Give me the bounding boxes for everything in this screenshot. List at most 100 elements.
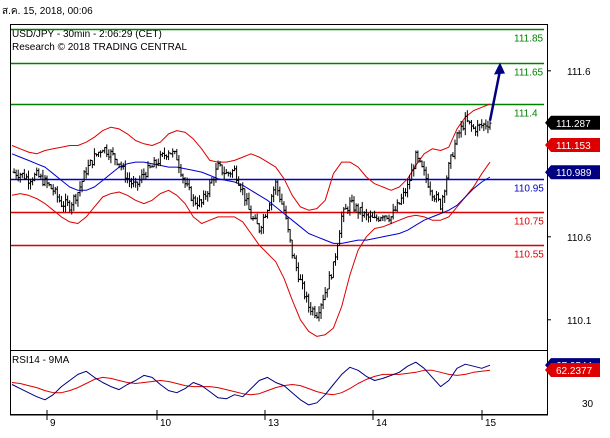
price-bar — [247, 192, 251, 211]
price-bar — [319, 303, 323, 319]
price-bar — [305, 291, 309, 303]
badge-label-bid-price: 111.153 — [556, 141, 591, 152]
price-bar — [459, 120, 463, 138]
price-bar — [301, 274, 305, 290]
price-bar — [92, 148, 96, 166]
price-bar — [66, 195, 70, 207]
price-bar — [255, 213, 259, 225]
price-bar — [243, 188, 247, 206]
indicator-lines — [11, 103, 491, 337]
price-bar — [292, 253, 296, 259]
price-bar — [257, 222, 261, 234]
price-bar — [78, 181, 82, 197]
price-bar — [136, 181, 140, 191]
price-bar — [410, 163, 414, 182]
badge-rsi-ma-value: 62.2377 — [545, 363, 600, 378]
price-bar — [422, 161, 426, 176]
price-bar — [401, 187, 405, 204]
price-bar — [177, 155, 181, 174]
price-bar — [375, 214, 379, 222]
price-bar — [366, 212, 370, 223]
time-tick-label: 10 — [160, 418, 172, 429]
price-bar — [441, 194, 445, 213]
level-lines: 111.85 111.65 111.4 110.95 110.75 110.55 — [11, 28, 544, 261]
price-bar — [288, 229, 292, 243]
price-bar — [336, 243, 340, 261]
price-bar — [457, 130, 461, 139]
price-bar — [228, 171, 232, 178]
level-label-support-2: 110.55 — [514, 250, 544, 261]
moving-average-line — [11, 153, 491, 244]
price-bar — [261, 213, 265, 234]
price-bar — [317, 306, 321, 322]
price-bar — [197, 195, 201, 208]
rsi-tick-label: 30 — [582, 399, 594, 410]
price-bar — [140, 169, 144, 184]
price-bar — [381, 215, 385, 222]
price-bar — [204, 190, 208, 200]
price-bar — [152, 157, 156, 168]
price-bar — [212, 177, 216, 186]
price-bar — [439, 198, 443, 211]
price-bars — [12, 62, 505, 322]
price-bar — [175, 148, 179, 161]
price-bar — [167, 150, 171, 161]
price-bar — [395, 199, 399, 212]
price-bar — [476, 120, 480, 137]
price-bar — [484, 119, 488, 130]
price-bar — [68, 200, 72, 213]
price-bar — [59, 195, 63, 208]
price-bar — [294, 255, 298, 272]
price-bar — [315, 312, 319, 319]
price-bar — [356, 203, 360, 219]
price-bar — [447, 161, 451, 180]
price-bar — [323, 287, 327, 301]
price-bar — [278, 186, 282, 203]
price-bar — [86, 159, 90, 176]
forecast-arrow — [488, 62, 505, 121]
price-bar — [465, 110, 469, 123]
price-bar — [111, 147, 115, 156]
price-bar — [350, 194, 354, 203]
level-label-resistance-3: 111.85 — [514, 34, 544, 45]
price-bar — [202, 190, 206, 205]
price-bar — [35, 167, 39, 177]
price-tick-label: 110.1 — [567, 316, 592, 327]
price-bar — [84, 167, 88, 179]
badge-pivot-price: 110.989 — [545, 165, 600, 180]
price-bar — [144, 171, 148, 180]
price-bar — [210, 177, 214, 184]
price-bar — [64, 193, 68, 213]
price-bar — [331, 261, 335, 279]
price-bar — [480, 119, 484, 129]
price-bar — [313, 305, 317, 319]
price-bar — [138, 175, 142, 187]
price-bar — [99, 150, 103, 158]
price-bar — [220, 164, 224, 176]
price-bar — [434, 190, 438, 203]
price-bar — [327, 271, 331, 290]
price-tick-label: 110.6 — [567, 233, 592, 244]
price-bar — [354, 203, 358, 213]
level-label-resistance-1: 111.4 — [514, 109, 538, 120]
price-bar — [43, 175, 47, 187]
level-label-support-1: 110.75 — [514, 217, 544, 228]
time-tick-label: 14 — [376, 418, 388, 429]
price-bar — [453, 139, 457, 160]
price-bar — [387, 214, 391, 223]
price-bar — [329, 274, 333, 280]
price-bar — [189, 186, 193, 202]
price-bar — [340, 211, 344, 238]
price-bar — [463, 112, 467, 136]
main-panel-frame — [10, 24, 548, 351]
price-bar — [432, 194, 436, 202]
rsi-lines — [11, 361, 491, 406]
price-bar — [45, 175, 49, 189]
price-bar — [309, 302, 313, 316]
price-bar — [187, 178, 191, 191]
price-bar — [208, 179, 212, 198]
price-bar — [226, 171, 230, 177]
badge-label-pivot-price: 110.989 — [556, 168, 592, 179]
price-bar — [449, 154, 453, 169]
price-tick-label: 111.6 — [567, 67, 591, 78]
